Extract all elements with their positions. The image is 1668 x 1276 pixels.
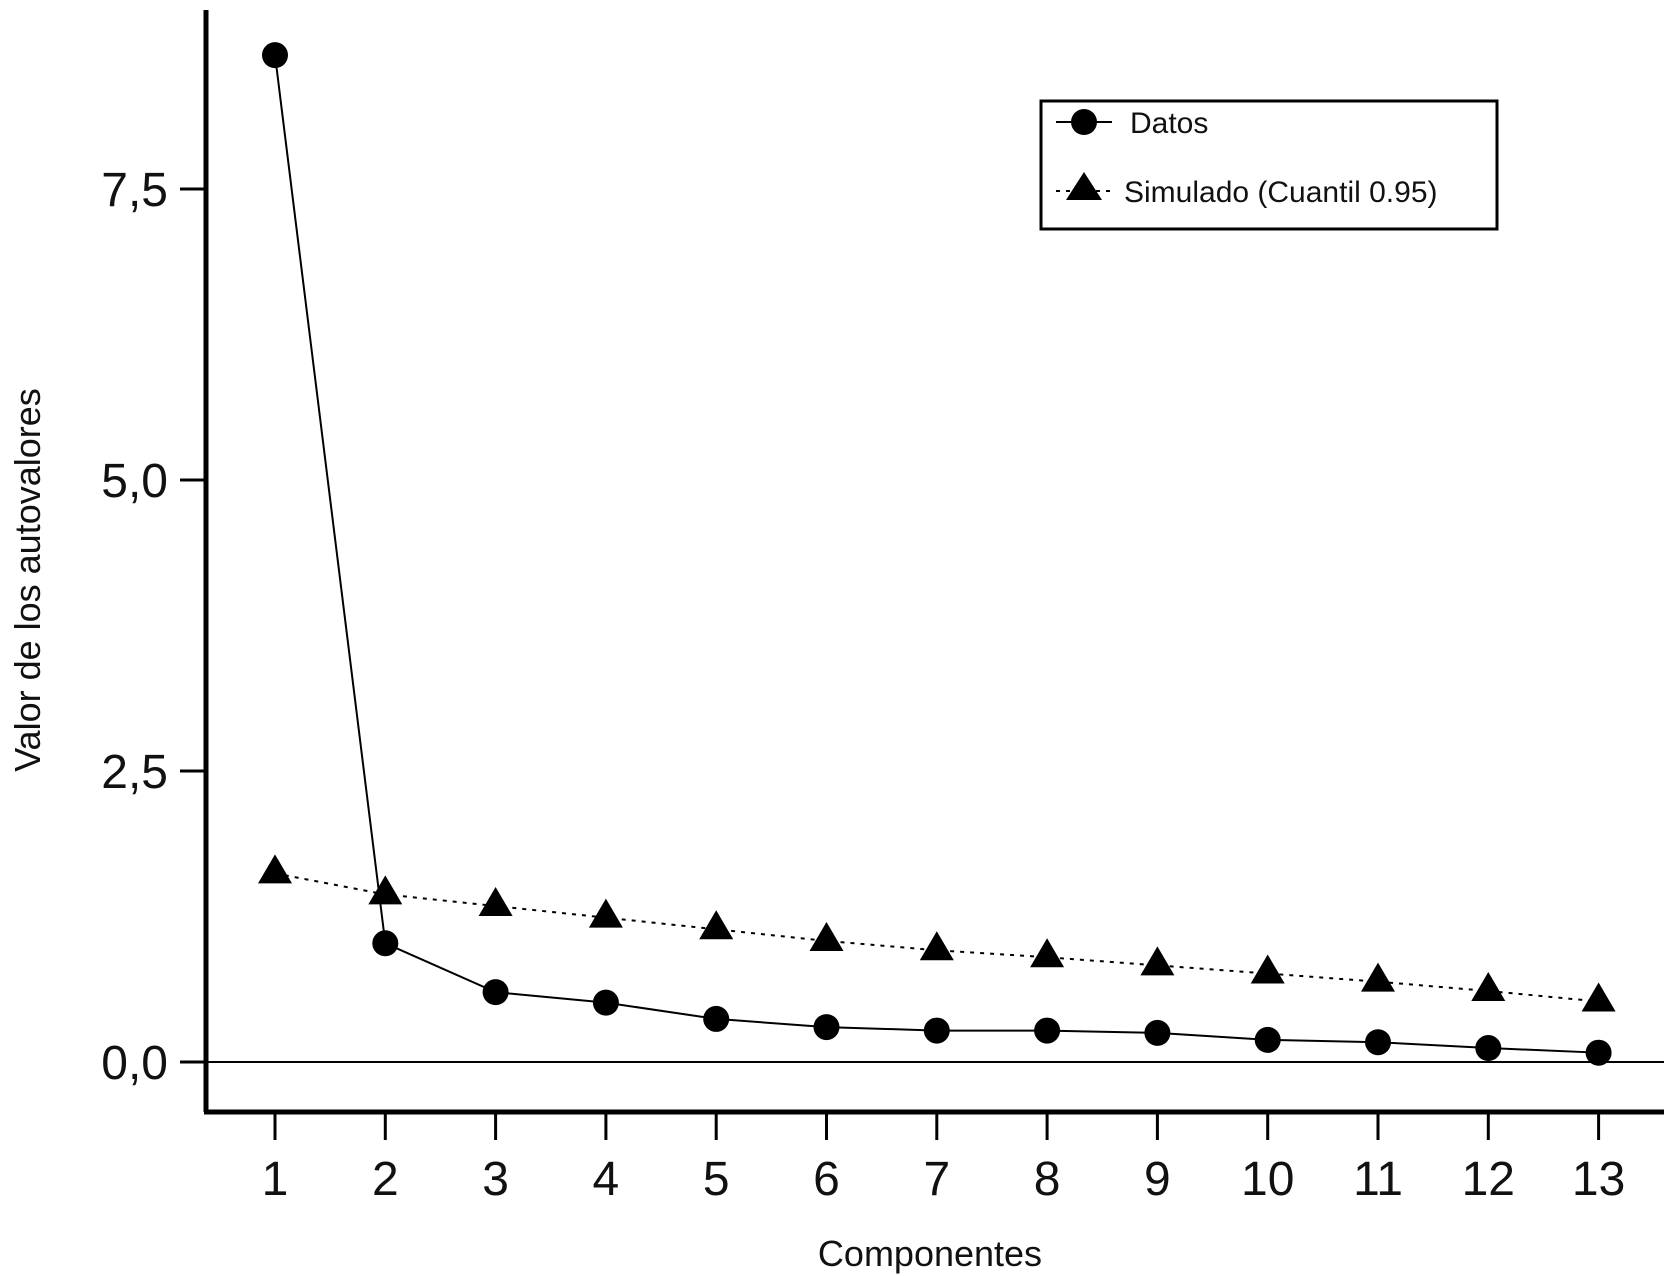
x-tick-label: 3 bbox=[482, 1153, 509, 1206]
y-ticks: 0,0 2,5 5,0 7,5 bbox=[101, 164, 206, 1090]
simulado-point bbox=[809, 921, 844, 951]
simulado-point bbox=[368, 875, 403, 905]
simulado-point bbox=[919, 931, 954, 961]
legend-box bbox=[1039, 99, 1499, 231]
x-tick-label: 13 bbox=[1572, 1153, 1625, 1206]
simulado-point bbox=[1250, 954, 1285, 984]
y-tick-label: 0,0 bbox=[101, 1037, 168, 1090]
datos-point bbox=[1365, 1029, 1391, 1056]
x-tick-label: 10 bbox=[1241, 1153, 1294, 1206]
y-tick-label: 5,0 bbox=[101, 455, 168, 508]
datos-point bbox=[372, 930, 399, 957]
datos-point bbox=[1034, 1017, 1061, 1044]
datos-point bbox=[1144, 1019, 1171, 1046]
y-tick-label: 7,5 bbox=[101, 164, 168, 217]
datos-point bbox=[703, 1005, 730, 1032]
datos-point bbox=[923, 1017, 950, 1044]
x-ticks: 1 2 3 4 5 6 7 8 9 10 11 12 13 bbox=[262, 1112, 1625, 1206]
x-tick-label: 7 bbox=[923, 1153, 950, 1206]
simulado-point bbox=[1471, 971, 1506, 1001]
x-tick-label: 11 bbox=[1353, 1153, 1403, 1206]
simulado-point bbox=[1140, 946, 1175, 976]
datos-point bbox=[1585, 1039, 1612, 1066]
simulado-point bbox=[1030, 938, 1065, 968]
x-tick-label: 9 bbox=[1144, 1153, 1171, 1206]
series-layer bbox=[258, 42, 1616, 1066]
x-tick-label: 1 bbox=[262, 1153, 289, 1206]
x-tick-label: 4 bbox=[593, 1153, 620, 1206]
x-tick-label: 2 bbox=[372, 1153, 399, 1206]
simulado-point bbox=[699, 910, 734, 940]
datos-point bbox=[1475, 1035, 1502, 1062]
legend-simulado-label: Simulado (Cuantil 0.95) bbox=[1124, 176, 1438, 209]
legend: Datos Simulado (Cuantil 0.95) bbox=[1039, 99, 1499, 231]
simulado-point bbox=[258, 854, 292, 884]
legend-datos-marker bbox=[1071, 109, 1097, 135]
datos-point bbox=[1254, 1026, 1281, 1053]
legend-simulado-marker bbox=[1066, 172, 1102, 200]
simulado-point bbox=[478, 887, 513, 917]
datos-point bbox=[813, 1014, 840, 1041]
y-tick-label: 2,5 bbox=[101, 746, 168, 799]
datos-point bbox=[592, 989, 619, 1016]
datos-point bbox=[482, 979, 509, 1006]
x-tick-label: 6 bbox=[813, 1153, 840, 1206]
x-tick-label: 12 bbox=[1462, 1153, 1515, 1206]
simulado-point bbox=[1581, 982, 1616, 1012]
x-axis-title: Componentes bbox=[818, 1233, 1042, 1274]
legend-datos-label: Datos bbox=[1130, 107, 1208, 140]
datos-point bbox=[262, 42, 288, 69]
x-tick-label: 8 bbox=[1034, 1153, 1061, 1206]
x-tick-label: 5 bbox=[703, 1153, 730, 1206]
y-axis-title: Valor de los autovalores bbox=[7, 388, 48, 772]
simulado-point bbox=[1361, 962, 1395, 992]
simulado-point bbox=[588, 898, 623, 928]
